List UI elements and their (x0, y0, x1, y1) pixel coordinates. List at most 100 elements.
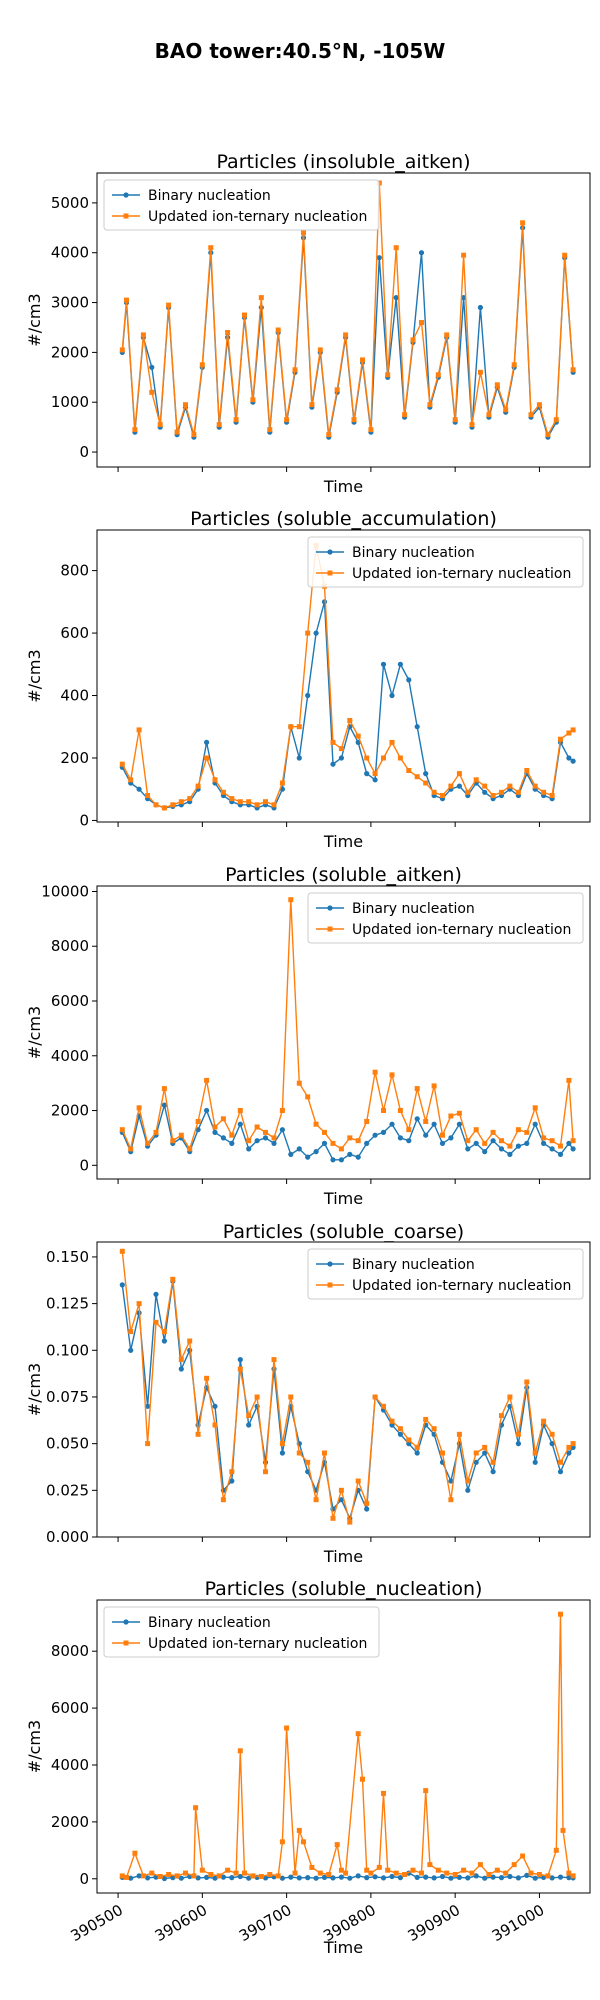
data-point-ternary (343, 1870, 349, 1876)
data-point-binary (170, 1875, 176, 1881)
data-point-binary (541, 1140, 547, 1146)
data-point-binary (321, 599, 328, 605)
data-point-ternary (570, 367, 576, 373)
data-point-ternary (511, 362, 517, 368)
data-point-binary (456, 783, 462, 789)
data-point-binary (418, 250, 425, 256)
data-point-ternary (355, 733, 361, 739)
data-point-ternary (119, 1873, 125, 1879)
data-point-ternary (204, 1077, 210, 1083)
legend: Binary nucleation Updated ion-ternary nuc… (103, 179, 380, 231)
data-point-ternary (271, 802, 277, 808)
data-point-ternary (419, 1870, 424, 1876)
data-point-binary (288, 1874, 294, 1880)
data-point-ternary (570, 1873, 576, 1879)
data-point-binary (477, 304, 483, 311)
data-point-binary (237, 1357, 243, 1363)
data-point-ternary (229, 796, 235, 802)
data-point-binary (566, 1450, 572, 1456)
data-point-ternary (330, 739, 336, 745)
y-tick-label: 2000 (51, 343, 89, 361)
data-point-ternary (423, 1788, 429, 1794)
axes-frame (96, 1241, 591, 1538)
data-point-ternary (528, 412, 534, 418)
data-point-ternary (305, 1459, 311, 1465)
data-point-ternary (566, 1870, 572, 1876)
data-point-ternary (296, 1080, 302, 1086)
x-tick-label: 391000 (489, 1901, 548, 1945)
data-point-ternary (220, 789, 226, 795)
data-point-ternary (288, 1394, 294, 1400)
data-point-ternary (566, 730, 572, 736)
data-point-binary (313, 1875, 319, 1881)
data-point-ternary (301, 1839, 306, 1845)
data-point-ternary (499, 1413, 504, 1419)
chart-panel-5: Particles (soluble_nucleation) 0 2000 4000 6… (25, 1578, 591, 1957)
data-point-ternary (507, 783, 513, 789)
data-point-ternary (225, 330, 231, 335)
data-point-ternary (284, 1725, 290, 1731)
data-point-ternary (166, 1872, 172, 1877)
data-point-binary (136, 1873, 142, 1879)
data-point-ternary (174, 1873, 180, 1879)
data-point-ternary (490, 1459, 496, 1465)
data-point-ternary (246, 1138, 252, 1144)
data-point-ternary (191, 1873, 197, 1879)
data-point-binary (372, 1874, 378, 1880)
data-point-ternary (381, 1790, 386, 1796)
data-point-ternary (570, 1441, 576, 1447)
data-point-ternary (275, 1873, 281, 1879)
data-point-ternary (208, 245, 214, 251)
data-point-ternary (381, 755, 386, 761)
data-point-binary (338, 1157, 344, 1163)
data-point-ternary (558, 1611, 563, 1617)
data-point-ternary (397, 755, 403, 761)
data-point-ternary (338, 1487, 344, 1493)
data-point-binary (397, 1135, 403, 1141)
series-line-binary (121, 601, 574, 809)
data-point-ternary (128, 777, 134, 783)
data-point-ternary (191, 432, 197, 438)
chart-title: Particles (insoluble_aitken) (216, 151, 470, 173)
data-point-ternary (119, 1248, 125, 1254)
legend-marker-binary (327, 549, 333, 555)
data-point-binary (128, 1875, 134, 1881)
data-point-binary (570, 758, 576, 764)
data-point-binary (524, 1140, 530, 1146)
data-point-binary (372, 1132, 378, 1138)
data-point-binary (161, 1338, 167, 1344)
y-tick-label: 200 (60, 749, 89, 767)
data-point-ternary (566, 1444, 572, 1450)
data-point-binary (515, 1143, 522, 1149)
data-point-binary (490, 1469, 496, 1475)
data-point-ternary (326, 432, 332, 438)
data-point-binary (557, 1874, 564, 1880)
data-point-binary (296, 1875, 302, 1881)
legend: Binary nucleation Updated ion-ternary nuc… (103, 1606, 380, 1658)
data-point-binary (212, 1129, 218, 1135)
data-point-ternary (486, 412, 492, 418)
data-point-ternary (229, 1132, 235, 1138)
data-point-ternary (288, 897, 294, 903)
x-tick-label: 390700 (236, 1901, 295, 1945)
data-point-ternary (431, 1083, 437, 1089)
data-point-ternary (435, 372, 441, 378)
x-axis-label: Time (323, 477, 363, 496)
data-point-binary (532, 1875, 538, 1881)
data-point-ternary (465, 789, 471, 795)
data-point-ternary (427, 402, 433, 408)
data-point-ternary (482, 1140, 488, 1146)
data-point-ternary (393, 1870, 399, 1876)
data-point-ternary (145, 1140, 151, 1146)
data-point-ternary (128, 1146, 134, 1152)
data-point-ternary (511, 1862, 517, 1868)
y-tick-label: 1000 (51, 393, 89, 411)
data-point-ternary (461, 252, 467, 258)
data-point-ternary (254, 802, 260, 808)
data-point-binary (465, 1487, 471, 1493)
data-point-binary (338, 1874, 344, 1880)
data-point-binary (288, 1151, 294, 1157)
data-point-ternary (161, 805, 167, 811)
legend-box (307, 536, 584, 588)
data-point-ternary (440, 1450, 445, 1456)
